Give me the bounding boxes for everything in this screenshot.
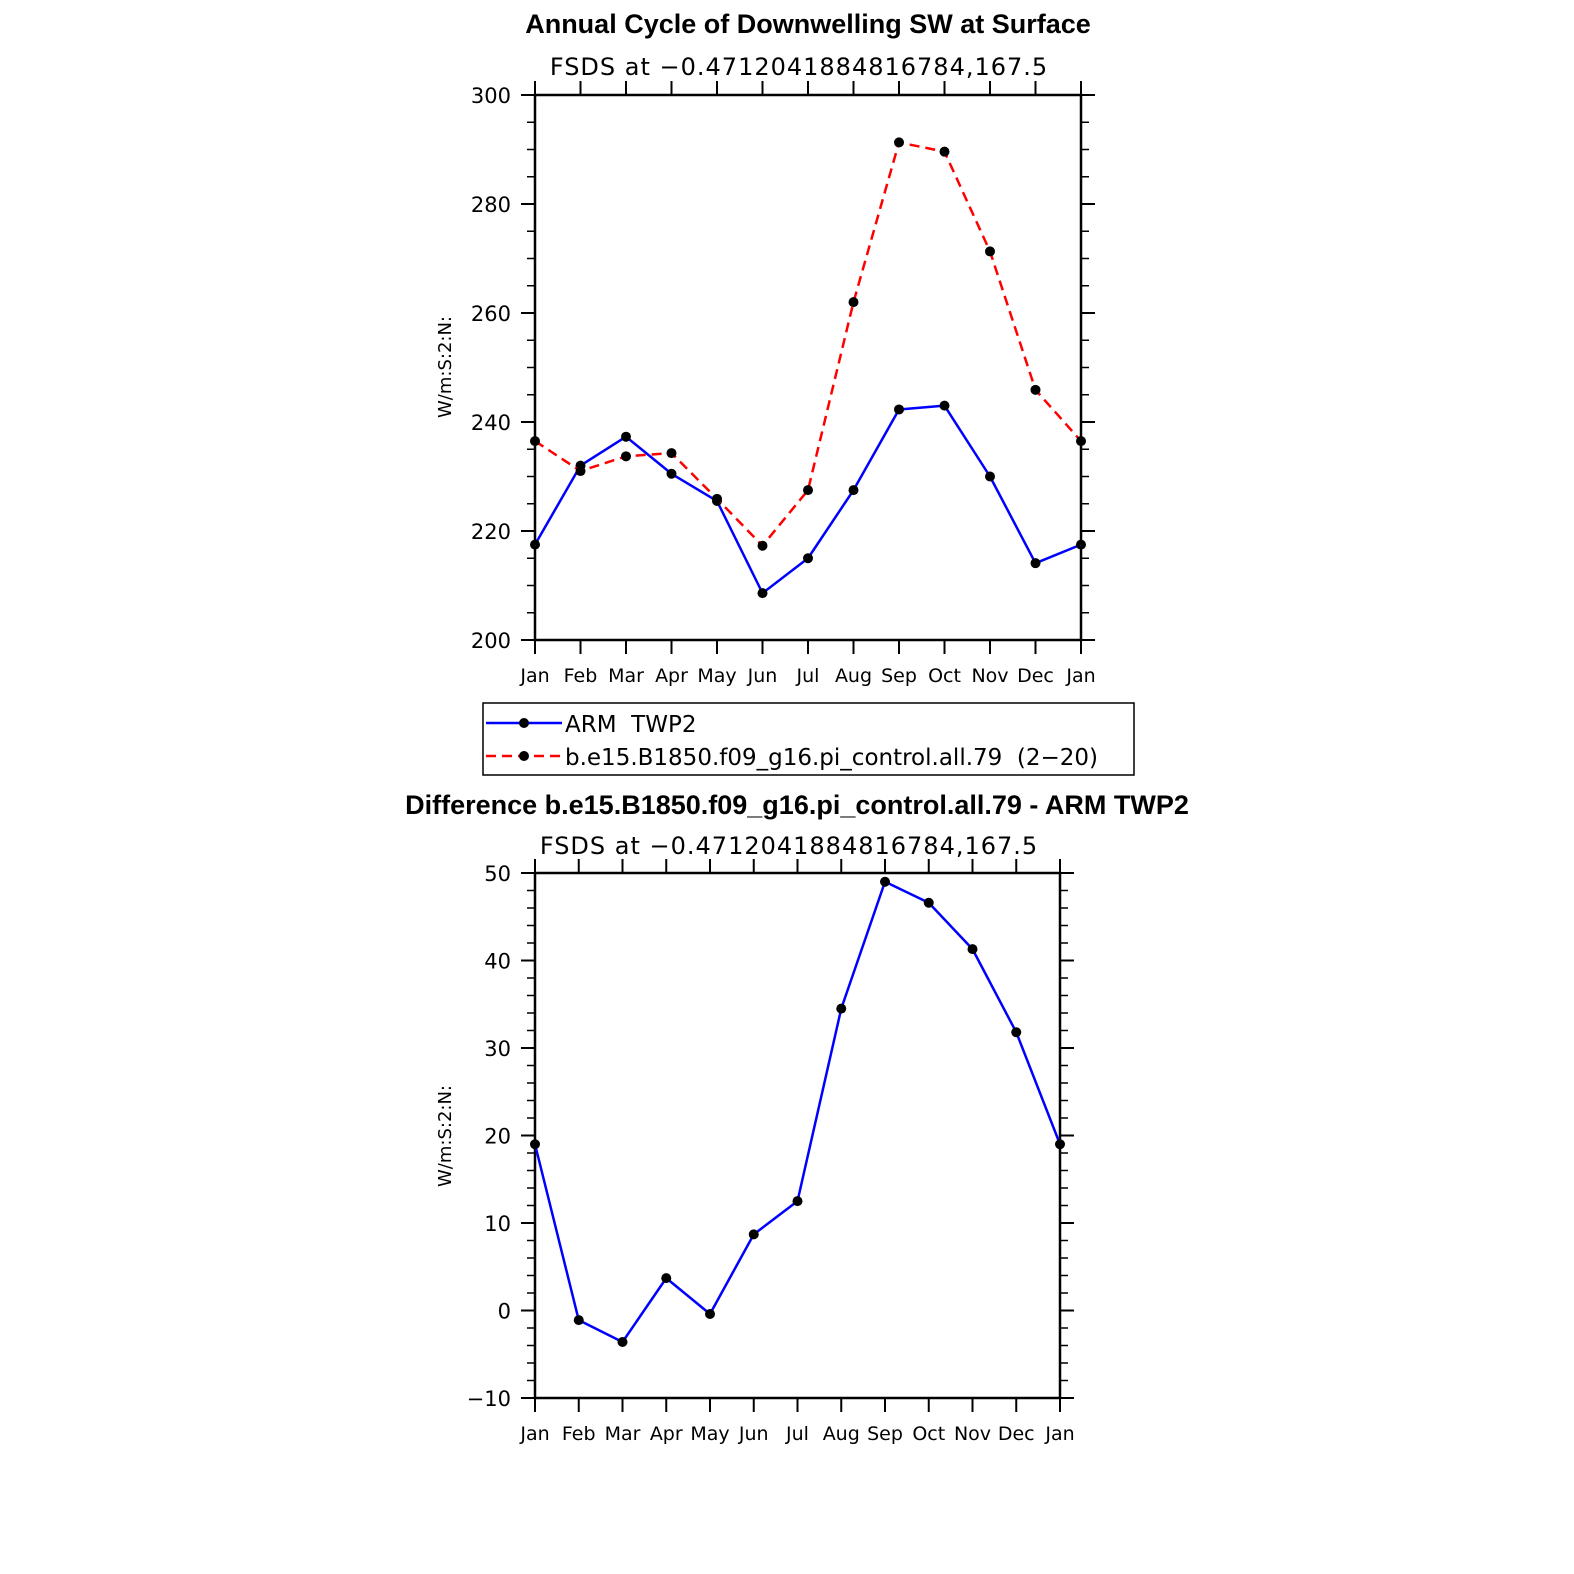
y-tick-label: 220 bbox=[471, 520, 511, 544]
data-point bbox=[712, 493, 722, 504]
data-point bbox=[573, 1315, 584, 1326]
data-point bbox=[836, 1003, 847, 1014]
y-tick-label: 200 bbox=[471, 629, 511, 653]
x-tick-label: Feb bbox=[564, 665, 598, 687]
series-layer bbox=[530, 876, 1065, 1347]
data-point bbox=[530, 539, 540, 550]
legend-marker-arm bbox=[519, 718, 529, 728]
x-tick-label: Mar bbox=[605, 1423, 641, 1445]
data-point bbox=[530, 1139, 540, 1150]
data-point bbox=[1011, 1027, 1022, 1038]
x-tick-label: Apr bbox=[655, 665, 688, 687]
chart-subtitle: FSDS at −0.4712041884816784,167.5 bbox=[550, 53, 1048, 81]
data-point bbox=[985, 246, 995, 257]
x-tick-label: Apr bbox=[650, 1423, 683, 1445]
x-tick-label: Jan bbox=[519, 665, 549, 687]
data-point bbox=[803, 485, 813, 496]
x-tick-label: Oct bbox=[928, 665, 961, 687]
data-point bbox=[621, 431, 631, 442]
x-tick-label: Aug bbox=[835, 665, 872, 687]
data-point bbox=[894, 404, 904, 415]
axes: Jan Feb Mar Apr May Jun Jul Aug Sep Oct Nov Dec Jan 2… bbox=[471, 81, 1096, 687]
data-point bbox=[894, 137, 904, 148]
data-point bbox=[621, 451, 631, 462]
x-tick-label: Jan bbox=[519, 1423, 549, 1445]
chart-title: Difference b.e15.B1850.f09_g16.pi_contro… bbox=[405, 790, 1189, 820]
data-point bbox=[1076, 436, 1086, 447]
legend-label-model: b.e15.B1850.f09_g16.pi_control.all.79 (2… bbox=[565, 745, 1098, 771]
y-tick-label: 50 bbox=[484, 862, 511, 886]
data-point bbox=[1076, 539, 1086, 550]
x-tick-label: Nov bbox=[954, 1423, 991, 1445]
data-point bbox=[757, 588, 768, 599]
y-axis-label: W/m:S:2:N: bbox=[435, 1085, 456, 1187]
x-tick-label: Oct bbox=[912, 1423, 945, 1445]
data-point bbox=[848, 297, 859, 308]
x-tick-label: Mar bbox=[608, 665, 644, 687]
data-point bbox=[1055, 1139, 1065, 1150]
y-tick-label: 0 bbox=[498, 1300, 511, 1324]
legend: ARM TWP2 b.e15.B1850.f09_g16.pi_control.… bbox=[482, 702, 1135, 776]
x-tick-label: Sep bbox=[881, 665, 917, 687]
data-point bbox=[1030, 558, 1041, 569]
y-tick-label: 300 bbox=[471, 84, 511, 108]
y-tick-label: 10 bbox=[484, 1212, 511, 1236]
y-axis-label: W/m:S:2:N: bbox=[435, 316, 456, 418]
series-line-0 bbox=[533, 880, 1062, 1344]
data-point bbox=[575, 466, 586, 477]
legend-marker-model bbox=[519, 751, 529, 761]
x-tick-label: Jul bbox=[796, 665, 820, 687]
y-tick-label: 260 bbox=[471, 302, 511, 326]
chart-subtitle: FSDS at −0.4712041884816784,167.5 bbox=[540, 832, 1038, 860]
data-point bbox=[923, 897, 934, 908]
data-point bbox=[803, 553, 813, 564]
y-tick-label: 30 bbox=[484, 1037, 511, 1061]
data-point bbox=[666, 448, 677, 459]
data-point bbox=[1030, 384, 1041, 395]
x-tick-label: Feb bbox=[562, 1423, 596, 1445]
data-point bbox=[792, 1196, 803, 1207]
y-tick-label: 40 bbox=[484, 950, 511, 974]
data-point bbox=[967, 944, 978, 955]
data-point bbox=[939, 146, 950, 157]
legend-label-arm: ARM TWP2 bbox=[565, 712, 696, 738]
data-point bbox=[757, 540, 768, 551]
data-point bbox=[880, 876, 890, 887]
x-tick-label: Aug bbox=[823, 1423, 860, 1445]
data-point bbox=[666, 468, 677, 479]
x-tick-label: Jan bbox=[1065, 665, 1095, 687]
x-tick-label: Jan bbox=[1044, 1423, 1074, 1445]
data-point bbox=[939, 400, 950, 411]
data-point bbox=[530, 436, 540, 447]
data-point bbox=[985, 471, 995, 482]
x-tick-label: Jun bbox=[738, 1423, 769, 1445]
plot-frame bbox=[533, 871, 1062, 1400]
data-point bbox=[848, 485, 859, 496]
difference-chart: Difference b.e15.B1850.f09_g16.pi_contro… bbox=[405, 790, 1189, 1445]
y-tick-label: 20 bbox=[484, 1125, 511, 1149]
chart-title: Annual Cycle of Downwelling SW at Surfac… bbox=[525, 9, 1091, 39]
data-point bbox=[748, 1229, 759, 1240]
axes: Jan Feb Mar Apr May Jun Jul Aug Sep Oct Nov Dec Jan−… bbox=[467, 859, 1075, 1445]
data-point bbox=[617, 1337, 628, 1347]
series-line-0 bbox=[533, 404, 1082, 595]
x-tick-label: May bbox=[690, 1423, 729, 1445]
x-tick-label: Jun bbox=[747, 665, 778, 687]
x-tick-label: Nov bbox=[971, 665, 1008, 687]
y-tick-label: −10 bbox=[467, 1387, 511, 1411]
x-tick-label: Sep bbox=[867, 1423, 903, 1445]
x-tick-label: Jul bbox=[785, 1423, 809, 1445]
y-tick-label: 240 bbox=[471, 411, 511, 435]
legend-box bbox=[482, 702, 1135, 776]
y-tick-label: 280 bbox=[471, 193, 511, 217]
data-point bbox=[661, 1273, 672, 1284]
x-tick-label: Dec bbox=[998, 1423, 1035, 1445]
annual-cycle-chart: Annual Cycle of Downwelling SW at Surfac… bbox=[435, 9, 1096, 687]
series-layer bbox=[530, 137, 1086, 599]
x-tick-label: Dec bbox=[1017, 665, 1054, 687]
data-point bbox=[705, 1309, 715, 1319]
x-tick-label: May bbox=[697, 665, 736, 687]
